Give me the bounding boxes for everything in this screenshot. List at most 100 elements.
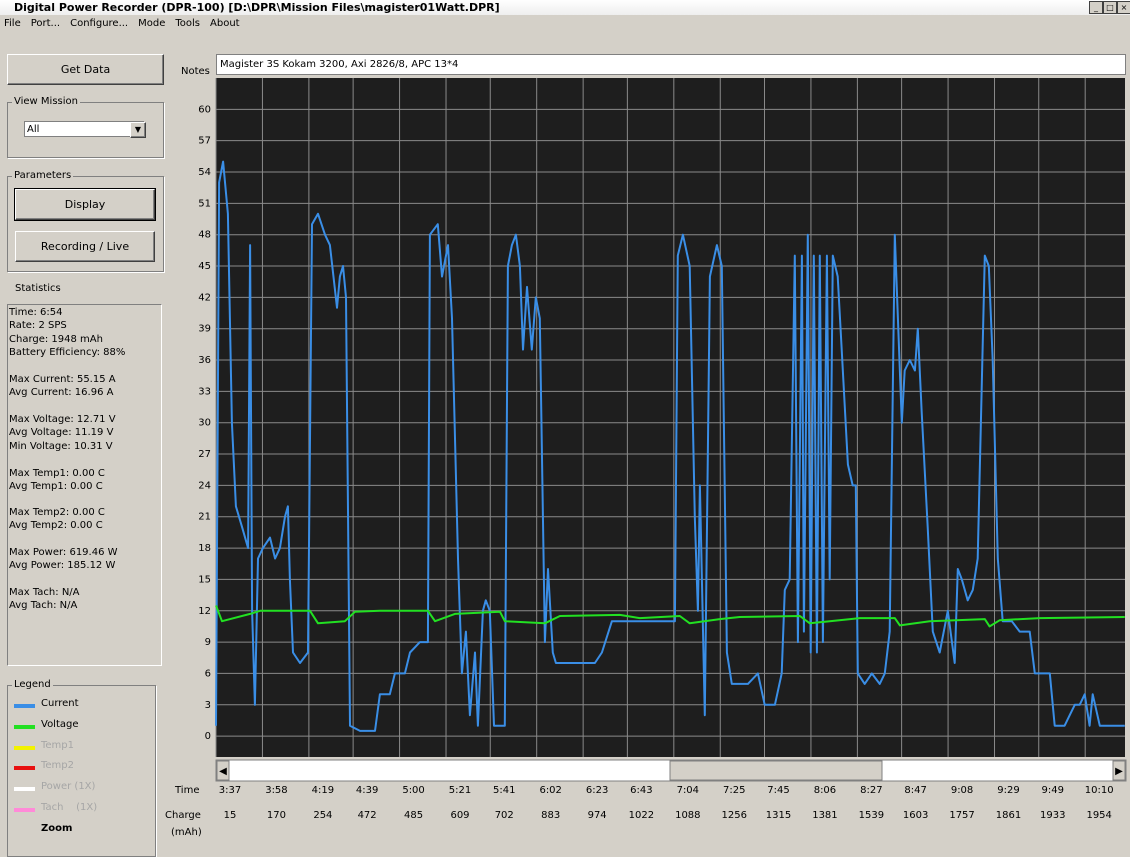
stat-line: Avg Current: 16.96 A [9,387,114,399]
charge-value: 1381 [812,810,837,821]
menu-item[interactable]: File [4,18,21,29]
menu-item[interactable]: Port... [30,18,61,29]
charge-label: Charge [165,810,201,821]
charge-value: 254 [313,810,332,821]
legend-label: Power (1X) [41,781,96,793]
stat-line: Max Current: 55.15 A [9,374,116,385]
stat-line: Max Tach: N/A [9,587,80,598]
parameters-group [7,176,164,272]
charge-value: 974 [588,810,607,821]
x-tick-label: 4:39 [356,785,378,796]
view-mission-group [7,102,164,158]
stat-line: Max Temp1: 0.00 C [9,468,105,479]
charge-value: 170 [267,810,286,821]
charge-value: 1954 [1086,810,1111,821]
stat-line: Avg Power: 185.12 W [9,560,116,572]
charge-value: 702 [495,810,514,821]
close-button[interactable]: × [1117,1,1130,14]
y-tick-label: 12 [198,606,211,617]
stat-line: Max Power: 619.46 W [9,547,118,558]
y-tick-label: 36 [198,355,211,366]
charge-value: 609 [450,810,469,821]
legend-swatch [14,808,35,812]
window-title: Digital Power Recorder (DPR-100) [D:\DPR… [14,1,500,14]
y-tick-label: 57 [198,136,211,147]
x-tick-label: 5:41 [493,785,515,796]
group-label: Legend [12,679,53,690]
menu-item[interactable]: Mode [138,18,166,29]
plot-area [216,78,1125,757]
notes-label: Notes [181,66,210,77]
x-tick-label: 5:21 [449,785,471,796]
charge-value: 1256 [722,810,747,821]
legend-label: Current [41,698,79,709]
scroll-thumb[interactable] [669,760,883,781]
y-tick-label: 42 [198,292,211,303]
recording-button[interactable]: Recording / Live [15,231,155,262]
menu-item[interactable]: Tools [175,18,201,29]
legend-swatch [14,724,35,729]
x-tick-label: 10:10 [1085,785,1114,796]
legend-label: Tach (1X) [41,802,98,813]
y-tick-label: 21 [198,512,211,523]
stat-line: Rate: 2 SPS [9,320,67,332]
charge-value: 1539 [859,810,884,821]
charge-unit: (mAh) [171,827,202,838]
stat-line: Avg Temp2: 0.00 C [9,520,103,532]
select-value: All [27,124,40,135]
legend-swatch [14,745,35,750]
x-tick-label: 6:02 [539,785,561,796]
y-tick-label: 18 [198,543,211,554]
x-tick-label: 3:58 [265,785,287,796]
y-tick-label: 30 [198,418,211,429]
series-line [215,160,1125,732]
x-tick-label: 8:27 [860,785,882,796]
maximize-button[interactable]: □ [1103,1,1117,14]
minimize-button[interactable]: _ [1089,1,1103,14]
charge-value: 1022 [629,810,654,821]
scroll-right[interactable] [1112,760,1126,781]
y-tick-label: 51 [198,198,211,209]
arrow-icon: ◀ [219,766,227,777]
charge-value: 485 [404,810,423,821]
get-data-button[interactable]: Get Data [7,54,164,85]
menu-item[interactable]: Configure... [70,18,129,29]
y-tick-label: 0 [205,731,211,742]
charge-value: 1315 [766,810,791,821]
display-button[interactable]: Display [14,188,156,221]
legend-swatch [14,704,35,708]
zoom-label[interactable]: Zoom [41,823,73,834]
legend-label: Temp1 [41,739,75,751]
legend-swatch [14,766,35,771]
stat-line: Avg Tach: N/A [9,600,78,612]
y-tick-label: 9 [205,637,211,648]
x-tick-label: 3:37 [219,785,241,796]
y-tick-label: 54 [198,167,211,178]
scroll-left[interactable] [216,760,230,781]
charge-value: 1933 [1040,810,1065,821]
legend-swatch [14,787,35,792]
charge-value: 15 [224,810,237,821]
y-tick-label: 15 [198,574,211,585]
x-tick-label: 7:04 [677,785,699,796]
notes-field[interactable]: Magister 3S Kokam 3200, Axi 2826/8, APC … [216,54,1126,75]
dropdown-arrow[interactable]: ▼ [130,122,146,138]
x-tick-label: 5:00 [402,785,424,796]
y-tick-label: 3 [205,700,211,711]
stat-line: Time: 6:54 [9,307,63,318]
x-tick-label: 6:43 [630,785,652,796]
menu-bar: File Port... Configure... Mode Tools About [0,16,1130,32]
menu-item[interactable]: About [210,18,240,29]
x-tick-label: 6:23 [586,785,608,796]
x-tick-label: 9:08 [951,785,973,796]
statistics-label: Statistics [15,283,61,294]
charge-value: 1861 [996,810,1021,821]
y-tick-label: 6 [205,668,211,679]
series-line [215,605,1125,628]
x-tick-label: 8:47 [904,785,926,796]
x-tick-label: 9:49 [1042,785,1064,796]
stat-line: Max Temp2: 0.00 C [9,507,105,518]
stat-line: Battery Efficiency: 88% [9,346,126,358]
x-tick-label: 9:29 [997,785,1019,796]
